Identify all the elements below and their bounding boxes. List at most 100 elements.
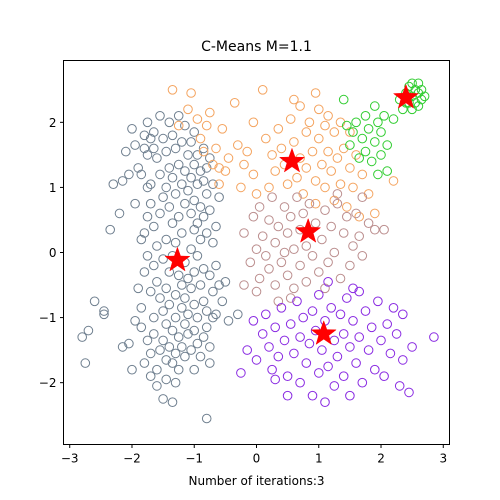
data-point (161, 355, 171, 365)
data-point (351, 208, 361, 219)
data-point (170, 377, 181, 388)
data-point (186, 172, 196, 183)
data-point (370, 101, 380, 111)
data-point (267, 364, 277, 375)
data-point (285, 319, 296, 329)
data-point (149, 260, 159, 271)
data-point (201, 413, 212, 424)
data-point (186, 88, 196, 98)
data-point (173, 159, 184, 170)
data-point (314, 267, 324, 277)
data-point (273, 124, 284, 134)
data-point (186, 283, 196, 294)
data-point (149, 127, 159, 137)
data-point (301, 163, 312, 173)
data-point (264, 182, 274, 193)
data-point (239, 228, 249, 238)
data-point (158, 335, 168, 346)
data-point (342, 120, 352, 131)
data-point (195, 234, 206, 245)
data-point (282, 179, 293, 189)
data-point (189, 364, 199, 375)
data-point (167, 172, 178, 183)
data-point (348, 316, 358, 326)
data-point (348, 241, 358, 251)
x-axis: −3 −2 −1 0 1 2 3 (61, 444, 447, 466)
data-point (170, 143, 181, 154)
data-point (233, 309, 243, 320)
data-point (117, 342, 128, 352)
data-point (270, 237, 281, 248)
data-point (357, 169, 368, 180)
data-point (173, 120, 184, 131)
data-point (317, 345, 327, 355)
data-point (295, 332, 305, 342)
data-point (289, 348, 299, 359)
data-point (152, 381, 162, 391)
data-point (192, 338, 203, 349)
data-point (236, 182, 246, 193)
data-point (310, 218, 321, 228)
data-point (326, 166, 337, 176)
data-point (217, 124, 228, 134)
data-point (155, 169, 165, 180)
data-point (360, 306, 371, 316)
data-point (242, 345, 252, 355)
data-point (229, 98, 240, 108)
data-point (292, 172, 302, 183)
data-point (357, 377, 368, 388)
data-point (264, 215, 274, 225)
data-point (270, 166, 281, 176)
x-tick-label: −1 (185, 452, 203, 466)
x-tick-label: 0 (253, 452, 261, 466)
data-point (205, 107, 215, 118)
data-point (329, 127, 340, 137)
data-point (164, 299, 175, 310)
data-point (161, 182, 171, 193)
data-point (136, 303, 147, 313)
data-point (177, 228, 187, 238)
data-point (155, 345, 165, 355)
data-point (167, 325, 178, 336)
data-point (205, 153, 215, 163)
data-point (186, 137, 196, 147)
data-point (198, 176, 209, 186)
data-point (189, 267, 199, 277)
data-point (177, 342, 187, 352)
data-point (99, 309, 109, 320)
data-point (370, 224, 380, 235)
data-point (105, 224, 115, 235)
data-point (307, 306, 318, 316)
data-point (205, 358, 215, 368)
data-point (323, 146, 333, 157)
data-point (416, 94, 427, 105)
data-point (314, 133, 324, 144)
data-point (170, 189, 181, 199)
x-tick-label: −3 (61, 452, 79, 466)
data-point (177, 137, 187, 147)
data-point (133, 283, 143, 294)
data-point (335, 309, 346, 320)
data-point (195, 202, 206, 212)
centroid-star (164, 246, 191, 272)
x-tick-label: 1 (315, 452, 323, 466)
data-point (152, 153, 162, 163)
data-point (133, 163, 143, 173)
data-point (170, 237, 181, 248)
data-point (177, 179, 187, 189)
data-point (332, 189, 343, 199)
data-point (139, 267, 150, 277)
data-point (326, 303, 337, 313)
data-point (366, 322, 377, 333)
data-point (201, 306, 212, 316)
data-point (173, 270, 184, 281)
data-point (413, 78, 424, 89)
data-point (329, 247, 340, 258)
data-point (335, 117, 346, 128)
data-point (317, 234, 327, 245)
data-point (211, 221, 221, 232)
data-point (429, 332, 439, 342)
data-point (413, 88, 424, 98)
data-point (239, 159, 249, 170)
y-tick-label: 1 (49, 181, 57, 195)
